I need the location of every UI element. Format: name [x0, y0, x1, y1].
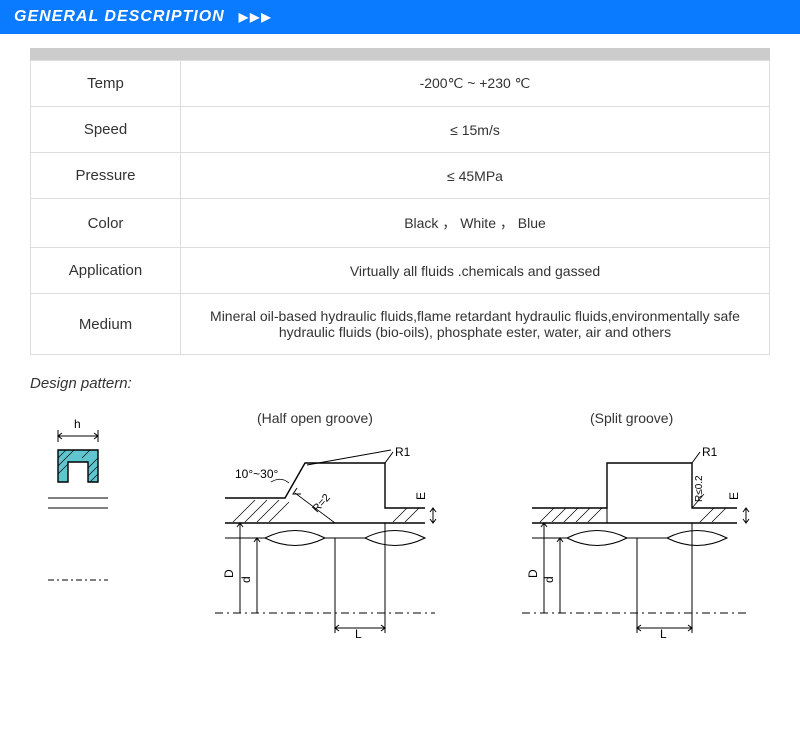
label-e: E	[414, 492, 428, 500]
diagrams-row: h (Half open groove)	[0, 410, 800, 658]
half-open-groove-icon: 10°~30° R1 R=2 E D d	[185, 438, 445, 638]
spec-row: MediumMineral oil-based hydraulic fluids…	[31, 294, 770, 355]
label-r1-right: R1	[702, 445, 718, 459]
spec-label: Speed	[31, 107, 181, 153]
label-h: h	[74, 417, 81, 431]
label-d-left: d	[239, 576, 253, 583]
label-D-right: D	[526, 569, 540, 578]
label-D-left: D	[222, 569, 236, 578]
label-rleq: R≤0.2	[694, 475, 705, 502]
label-e-right: E	[727, 492, 741, 500]
seal-cross-section: h	[38, 410, 128, 590]
spec-label: Temp	[31, 61, 181, 107]
spec-label: Medium	[31, 294, 181, 355]
spec-value: ≤ 45MPa	[181, 153, 770, 199]
label-d-right: d	[542, 576, 556, 583]
spec-table: Temp-200℃ ~ +230 ℃Speed≤ 15m/sPressure≤ …	[30, 60, 770, 355]
label-L-right: L	[660, 627, 667, 638]
spec-value: Mineral oil-based hydraulic fluids,flame…	[181, 294, 770, 355]
header-title: GENERAL DESCRIPTION	[14, 8, 225, 26]
header-arrows-icon: ▶▶▶	[239, 10, 273, 24]
section-header: GENERAL DESCRIPTION ▶▶▶	[0, 0, 800, 34]
spec-row: ColorBlack ， White ， Blue	[31, 199, 770, 248]
spec-row: Speed≤ 15m/s	[31, 107, 770, 153]
spec-value: Virtually all fluids .chemicals and gass…	[181, 248, 770, 294]
spec-label: Pressure	[31, 153, 181, 199]
half-open-groove-diagram: (Half open groove) 10°~30° R1 R=2	[185, 410, 445, 638]
split-groove-icon: R1 R≤0.2 E D d	[502, 438, 762, 638]
spec-label: Color	[31, 199, 181, 248]
label-L-left: L	[355, 627, 362, 638]
half-open-title: (Half open groove)	[185, 410, 445, 426]
spec-row: Pressure≤ 45MPa	[31, 153, 770, 199]
spec-row: ApplicationVirtually all fluids .chemica…	[31, 248, 770, 294]
seal-icon: h	[38, 410, 128, 590]
label-r2: R=2	[310, 492, 333, 515]
split-title: (Split groove)	[502, 410, 762, 426]
grey-strip	[30, 48, 770, 60]
spec-label: Application	[31, 248, 181, 294]
design-pattern-label: Design pattern:	[30, 375, 800, 392]
spec-row: Temp-200℃ ~ +230 ℃	[31, 61, 770, 107]
split-groove-diagram: (Split groove) R1 R≤0.2 E	[502, 410, 762, 638]
label-r1: R1	[395, 445, 411, 459]
spec-value: -200℃ ~ +230 ℃	[181, 61, 770, 107]
spec-value: ≤ 15m/s	[181, 107, 770, 153]
spec-value: Black ， White ， Blue	[181, 199, 770, 248]
label-angle: 10°~30°	[235, 467, 279, 481]
